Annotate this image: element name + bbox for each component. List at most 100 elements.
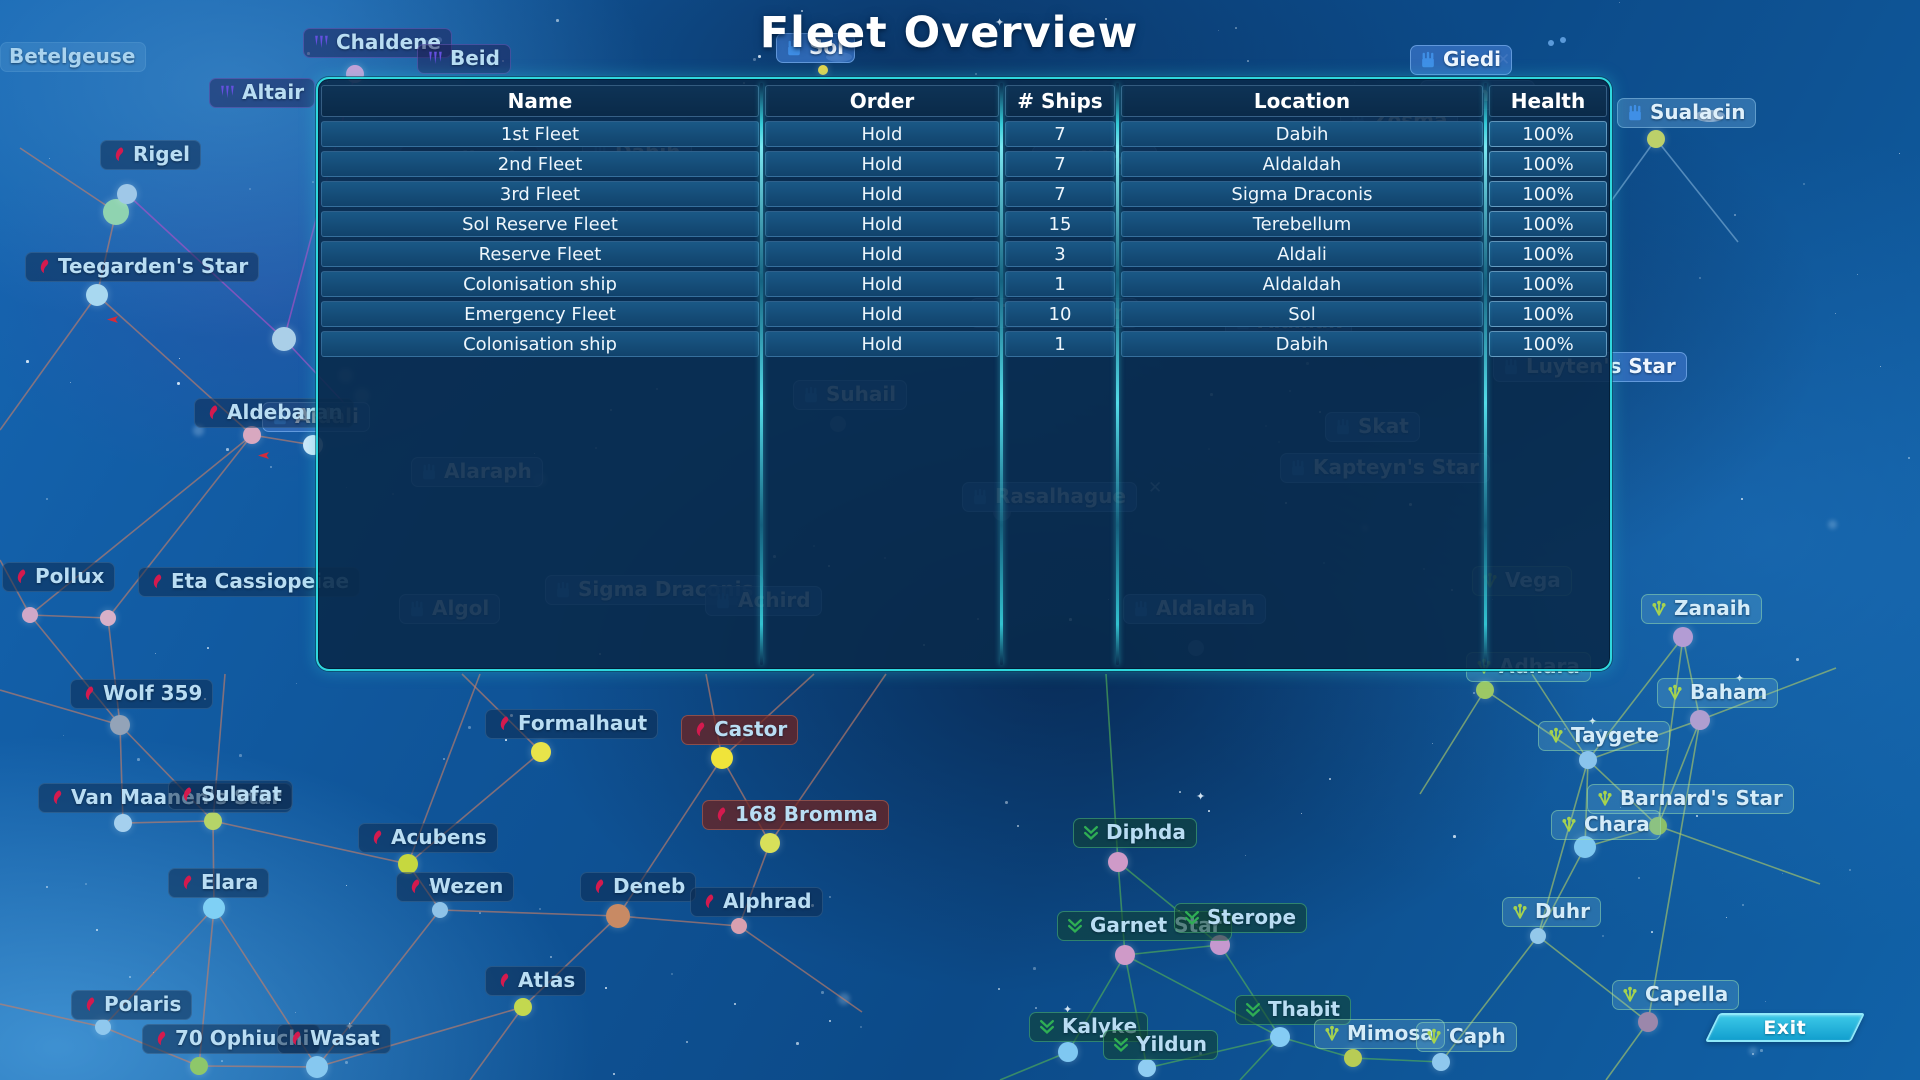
star-node[interactable] <box>731 918 747 934</box>
table-body: 1st Fleet Hold 7 Dabih 100% 2nd Fleet Hold 7 Ald… <box>318 121 1610 357</box>
star-label-zanaih[interactable]: Zanaih <box>1641 594 1762 624</box>
fleet-row-3rd-fleet-2[interactable]: 3rd Fleet Hold 7 Sigma Draconis 100% <box>321 181 1607 207</box>
star-label-sterope[interactable]: Sterope <box>1174 903 1308 933</box>
background-star <box>1835 313 1837 315</box>
star-node[interactable] <box>398 854 418 874</box>
star-label-barnard-s-star[interactable]: Barnard's Star <box>1587 784 1794 814</box>
star-label-giedi[interactable]: Giedi <box>1410 45 1513 75</box>
star-node[interactable] <box>1432 1053 1450 1071</box>
star-label-alphrad[interactable]: Alphrad <box>690 887 823 917</box>
star-name: Diphda <box>1106 820 1186 844</box>
star-label-rigel[interactable]: Rigel <box>100 140 201 170</box>
star-label-acubens[interactable]: Acubens <box>358 823 498 853</box>
star-node[interactable] <box>1115 945 1135 965</box>
fleet-row-colonisation-ship-7[interactable]: Colonisation ship Hold 1 Dabih 100% <box>321 331 1607 357</box>
star-label-chara[interactable]: Chara <box>1551 810 1661 840</box>
star-node[interactable] <box>514 998 532 1016</box>
exit-button[interactable]: Exit <box>1704 1013 1866 1042</box>
star-label-chaldene[interactable]: Chaldene <box>303 28 452 58</box>
star-node[interactable] <box>203 897 225 919</box>
star-label-castor[interactable]: Castor <box>681 715 799 745</box>
star-node[interactable] <box>110 715 130 735</box>
fleet-row-1st-fleet-0[interactable]: 1st Fleet Hold 7 Dabih 100% <box>321 121 1607 147</box>
star-node[interactable] <box>1673 627 1693 647</box>
star-label-thabit[interactable]: Thabit <box>1235 995 1352 1025</box>
star-node[interactable] <box>100 610 116 626</box>
star-label-sol[interactable]: Sol <box>776 33 855 63</box>
star-name: Alphrad <box>723 889 812 913</box>
page-title: Fleet Overview <box>759 8 1139 58</box>
star-label-deneb[interactable]: Deneb <box>580 872 697 902</box>
background-star <box>829 1020 832 1023</box>
star-node[interactable] <box>204 812 222 830</box>
star-node[interactable] <box>760 833 780 853</box>
fleet-row-emergency-fleet-6[interactable]: Emergency Fleet Hold 10 Sol 100% <box>321 301 1607 327</box>
star-node[interactable] <box>1270 1027 1290 1047</box>
star-node[interactable] <box>711 747 733 769</box>
fleet-health: 100% <box>1489 331 1607 357</box>
star-label-mimosa[interactable]: Mimosa <box>1314 1019 1445 1049</box>
star-label-capella[interactable]: Capella <box>1612 980 1740 1010</box>
claw-icon <box>40 258 49 273</box>
star-node[interactable] <box>1647 130 1665 148</box>
star-node[interactable] <box>1058 1042 1078 1062</box>
star-node[interactable] <box>272 327 296 351</box>
star-name: Pollux <box>35 564 105 588</box>
star-label-wolf-359[interactable]: Wolf 359 <box>70 679 214 709</box>
claw-icon <box>705 893 714 908</box>
star-label-wasat[interactable]: Wasat <box>277 1024 391 1054</box>
star-node[interactable] <box>1344 1049 1362 1067</box>
star-node[interactable] <box>95 1019 111 1035</box>
star-label-sualacin[interactable]: Sualacin <box>1617 98 1757 128</box>
background-star <box>70 382 72 384</box>
star-node[interactable] <box>1579 751 1597 769</box>
background-star <box>1651 931 1653 933</box>
star-label-wezen[interactable]: Wezen <box>396 872 515 902</box>
star-label-caph[interactable]: Caph <box>1416 1022 1517 1052</box>
star-node[interactable] <box>531 742 551 762</box>
star-node[interactable] <box>432 902 448 918</box>
fleet-row-colonisation-ship-5[interactable]: Colonisation ship Hold 1 Aldaldah 100% <box>321 271 1607 297</box>
star-node[interactable] <box>86 284 108 306</box>
fleet-ships: 7 <box>1005 181 1115 207</box>
star-node[interactable] <box>114 814 132 832</box>
star-node[interactable] <box>190 1057 208 1075</box>
star-label-diphda[interactable]: Diphda <box>1073 818 1197 848</box>
fleet-row-2nd-fleet-1[interactable]: 2nd Fleet Hold 7 Aldaldah 100% <box>321 151 1607 177</box>
background-star <box>1432 743 1434 745</box>
star-label-betelgeuse[interactable]: Betelgeuse <box>0 42 147 72</box>
background-star <box>207 647 209 649</box>
star-label-elara[interactable]: Elara <box>168 868 270 898</box>
star-node[interactable] <box>1638 1012 1658 1032</box>
fleet-row-reserve-fleet-4[interactable]: Reserve Fleet Hold 3 Aldali 100% <box>321 241 1607 267</box>
star-label-168-bromma[interactable]: 168 Bromma <box>702 800 889 830</box>
star-label-atlas[interactable]: Atlas <box>485 966 587 996</box>
star-label-yildun[interactable]: Yildun <box>1103 1030 1218 1060</box>
star-label-pollux[interactable]: Pollux <box>2 562 116 592</box>
star-node[interactable] <box>1690 710 1710 730</box>
star-label-duhr[interactable]: Duhr <box>1502 897 1601 927</box>
star-label-altair[interactable]: Altair <box>209 78 316 108</box>
star-node[interactable] <box>1108 852 1128 872</box>
star-label-polaris[interactable]: Polaris <box>71 990 193 1020</box>
star-node[interactable] <box>1574 836 1596 858</box>
claw-icon <box>85 685 94 700</box>
fleet-row-sol-reserve-fleet-3[interactable]: Sol Reserve Fleet Hold 15 Terebellum 100% <box>321 211 1607 237</box>
star-label-taygete[interactable]: Taygete <box>1538 721 1670 751</box>
background-star <box>860 1026 862 1028</box>
star-label-beid[interactable]: Beid <box>417 44 511 74</box>
star-node[interactable] <box>1649 817 1667 835</box>
star-node[interactable] <box>1476 681 1494 699</box>
star-label-baham[interactable]: Baham <box>1657 678 1779 708</box>
star-label-teegarden-s-star[interactable]: Teegarden's Star <box>25 252 260 282</box>
star-node[interactable] <box>606 904 630 928</box>
star-node[interactable] <box>1530 928 1546 944</box>
star-label-sulafat[interactable]: Sulafat <box>168 780 293 810</box>
star-node[interactable] <box>818 65 828 75</box>
star-node[interactable] <box>243 426 261 444</box>
star-node[interactable] <box>117 184 137 204</box>
star-node[interactable] <box>306 1056 328 1078</box>
star-node[interactable] <box>1138 1059 1156 1077</box>
star-node[interactable] <box>22 607 38 623</box>
star-label-formalhaut[interactable]: Formalhaut <box>485 709 659 739</box>
